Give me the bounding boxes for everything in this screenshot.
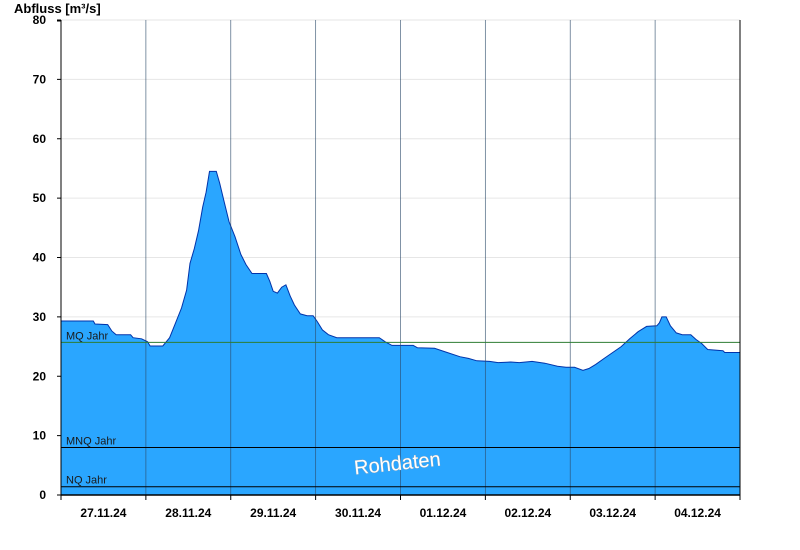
y-tick-label-10: 10	[33, 429, 47, 443]
y-tick-label-20: 20	[33, 369, 47, 383]
rohdaten-watermark: Rohdaten	[353, 449, 442, 480]
x-tick-label-1: 28.11.24	[165, 506, 211, 520]
x-tick-label-5: 02.12.24	[504, 506, 551, 520]
x-tick-label-4: 01.12.24	[420, 506, 467, 520]
day-separator-lines	[145, 20, 656, 495]
y-tick-label-50: 50	[33, 191, 47, 205]
x-tick-label-2: 29.11.24	[250, 506, 296, 520]
y-tick-label-0: 0	[39, 488, 46, 502]
y-tick-label-30: 30	[33, 310, 47, 324]
discharge-line-0	[61, 170, 740, 371]
x-tick-label-7: 04.12.24	[674, 506, 721, 520]
reference-lines: MQ Jahr MNQ Jahr NQ Jahr	[61, 330, 740, 488]
ref-label-0: MQ Jahr	[66, 330, 109, 342]
y-tick-labels: 0 10 20 30 40 50 60 70 80	[33, 13, 61, 502]
y-tick-label-60: 60	[33, 132, 47, 146]
x-tick-label-6: 03.12.24	[589, 506, 636, 520]
y-tick-label-80: 80	[33, 13, 47, 27]
x-tick-labels: 27.11.24 28.11.24 29.11.24 30.11.24 01.12.24…	[80, 506, 721, 520]
x-tick-label-0: 27.11.24	[80, 506, 126, 520]
y-tick-label-70: 70	[33, 72, 47, 86]
y-tick-label-40: 40	[33, 251, 47, 265]
y-axis-title: Abfluss [m³/s]	[14, 1, 101, 16]
ref-label-2: NQ Jahr	[66, 475, 107, 487]
x-tick-label-3: 30.11.24	[335, 506, 381, 520]
ref-label-1: MNQ Jahr	[66, 436, 116, 448]
